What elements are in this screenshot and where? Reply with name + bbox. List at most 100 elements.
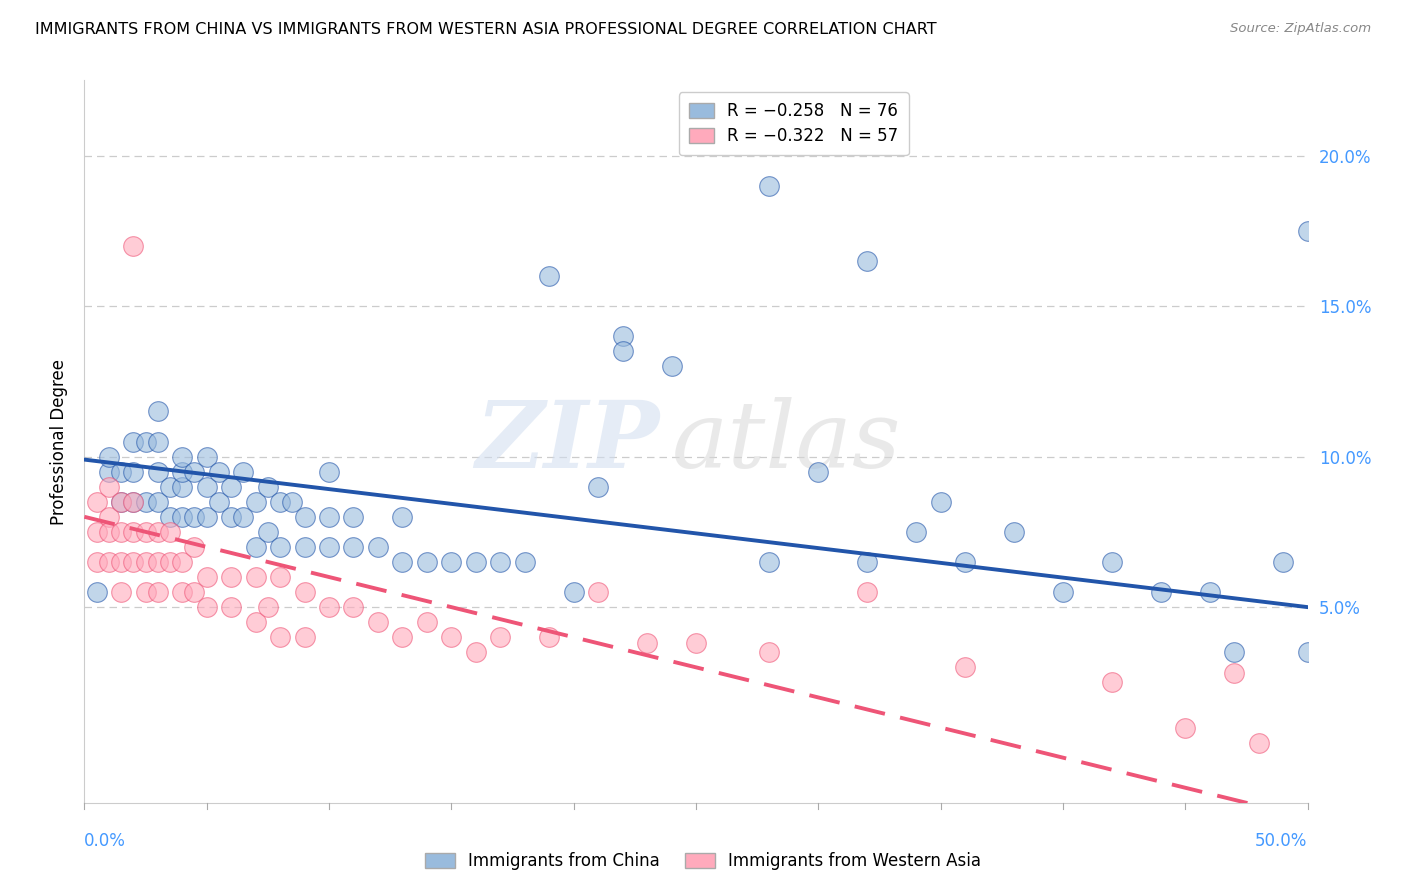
Point (856, 585, 879, 599)
Point (97, 509, 120, 524)
Point (758, 178, 780, 193)
Point (1272, 555, 1295, 569)
Point (1247, 735, 1270, 749)
Point (110, 555, 132, 569)
Point (86, 555, 108, 569)
Point (146, 465, 169, 479)
Point (219, 509, 242, 524)
Point (586, 585, 609, 599)
Point (208, 494, 231, 508)
Point (1174, 721, 1197, 735)
Point (122, 434, 145, 449)
Point (1223, 645, 1246, 659)
Point (232, 465, 254, 479)
Text: IMMIGRANTS FROM CHINA VS IMMIGRANTS FROM WESTERN ASIA PROFESSIONAL DEGREE CORREL: IMMIGRANTS FROM CHINA VS IMMIGRANTS FROM… (35, 22, 936, 37)
Point (122, 239, 145, 253)
Point (562, 585, 585, 599)
Point (342, 600, 364, 615)
Point (489, 555, 512, 569)
Point (219, 480, 242, 494)
Point (367, 540, 389, 554)
Point (294, 585, 316, 599)
Point (758, 645, 780, 659)
Point (538, 268, 561, 283)
Point (464, 555, 486, 569)
Point (1052, 585, 1074, 599)
Legend: R = −0.258   N = 76, R = −0.322   N = 57: R = −0.258 N = 76, R = −0.322 N = 57 (679, 92, 908, 155)
Point (257, 524, 280, 539)
Point (257, 480, 280, 494)
Point (97, 465, 120, 479)
Point (135, 524, 157, 539)
Point (110, 465, 132, 479)
Point (1150, 585, 1173, 599)
Point (183, 585, 205, 599)
Point (172, 585, 194, 599)
Point (929, 494, 952, 508)
Point (269, 630, 291, 644)
Point (135, 555, 157, 569)
Point (342, 540, 364, 554)
Point (416, 615, 439, 630)
Point (159, 509, 181, 524)
Point (208, 465, 231, 479)
Point (195, 509, 218, 524)
Point (440, 630, 463, 644)
Point (538, 630, 561, 644)
Point (294, 509, 316, 524)
Point (135, 494, 157, 508)
Point (172, 465, 194, 479)
Point (318, 465, 340, 479)
Point (172, 555, 194, 569)
Point (953, 555, 976, 569)
Point (159, 480, 181, 494)
Point (86, 524, 108, 539)
Point (294, 540, 316, 554)
Point (159, 555, 181, 569)
Text: ZIP: ZIP (475, 397, 659, 486)
Point (440, 555, 463, 569)
Point (1223, 666, 1246, 681)
Point (97, 524, 120, 539)
Point (195, 600, 218, 615)
Point (464, 645, 486, 659)
Point (110, 585, 132, 599)
Point (97, 480, 120, 494)
Point (110, 494, 132, 508)
Point (391, 630, 413, 644)
Point (318, 509, 340, 524)
Point (195, 570, 218, 584)
Point (281, 494, 304, 508)
Point (135, 434, 157, 449)
Legend: Immigrants from China, Immigrants from Western Asia: Immigrants from China, Immigrants from W… (418, 846, 988, 877)
Point (122, 494, 145, 508)
Point (183, 540, 205, 554)
Point (294, 630, 316, 644)
Point (391, 555, 413, 569)
Point (172, 450, 194, 464)
Point (122, 465, 145, 479)
Point (856, 253, 879, 268)
Text: 0.0%: 0.0% (84, 831, 127, 850)
Point (269, 494, 291, 508)
Point (122, 524, 145, 539)
Point (612, 344, 634, 359)
Point (183, 509, 205, 524)
Point (97, 555, 120, 569)
Text: 50.0%: 50.0% (1256, 831, 1308, 850)
Point (953, 660, 976, 674)
Point (219, 570, 242, 584)
Point (146, 524, 169, 539)
Point (416, 555, 439, 569)
Point (97, 450, 120, 464)
Point (245, 615, 267, 630)
Point (513, 555, 536, 569)
Point (269, 570, 291, 584)
Point (489, 630, 512, 644)
Point (758, 555, 780, 569)
Point (122, 555, 145, 569)
Point (110, 494, 132, 508)
Point (146, 585, 169, 599)
Point (146, 404, 169, 418)
Point (122, 494, 145, 508)
